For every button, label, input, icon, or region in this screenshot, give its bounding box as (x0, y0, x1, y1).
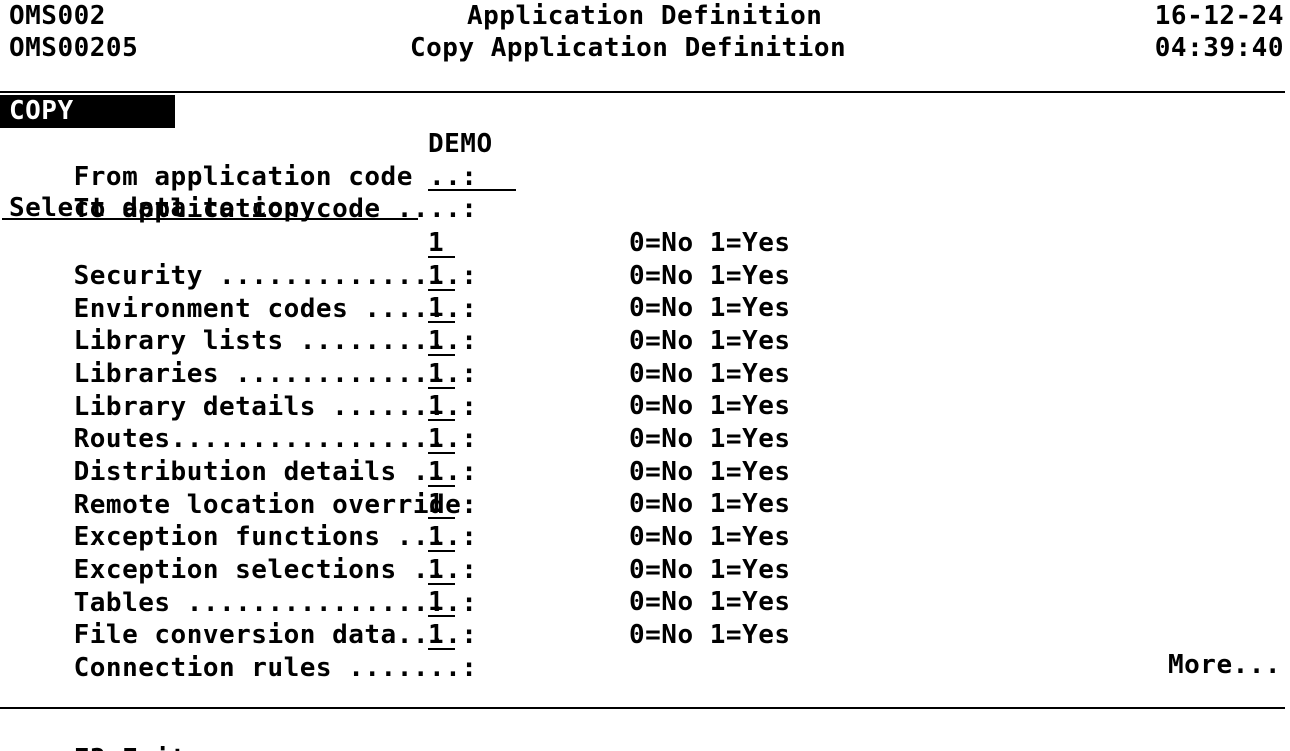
field-row-remote-location-override: Remote location override: 1 0=No 1=Yes (9, 456, 790, 520)
field-row-library-details: Library details ........: 1 0=No 1=Yes (9, 358, 790, 422)
time-display: 04:39:40 (1154, 33, 1284, 63)
separator-line-bottom (0, 707, 1285, 709)
section-heading: Select data to copy (9, 193, 316, 223)
field-value-input[interactable]: 1 (428, 292, 455, 323)
options-legend: 0=No 1=Yes (629, 359, 791, 389)
field-label: Libraries ..............: (73, 359, 478, 389)
field-value-input[interactable]: 1 (428, 521, 455, 552)
field-row-library-lists: Library lists ..........: 1 0=No 1=Yes (9, 292, 790, 356)
field-label: Environment codes ......: (73, 294, 478, 324)
panel-id: OMS00205 (9, 33, 139, 63)
field-value-input[interactable]: 1 (428, 456, 455, 487)
field-value-input[interactable]: 1 (428, 227, 455, 258)
options-legend: 0=No 1=Yes (629, 620, 791, 650)
field-label: Exception functions ....: (73, 522, 478, 552)
field-label: Connection rules .......: (73, 653, 478, 683)
function-key-bar: F3=Exit F5=Refresh F12=Cancel (9, 710, 267, 751)
screen-id: OMS002 (9, 1, 106, 31)
field-value-input[interactable]: 1 (428, 325, 455, 356)
action-field: COPY (0, 95, 175, 128)
field-row-distribution-details: Distribution details ...: 1 0=No 1=Yes (9, 423, 790, 487)
field-value-input[interactable]: 1 (428, 423, 455, 454)
to-application-input[interactable] (428, 160, 516, 191)
field-row-connection-rules: Connection rules .......: 1 0=No 1=Yes (9, 619, 790, 683)
field-row-security: Security ...............: 1 0=No 1=Yes (9, 227, 790, 291)
field-row-file-conversion-data: File conversion data....: 1 0=No 1=Yes (9, 586, 790, 650)
field-value-input[interactable]: 1 (428, 358, 455, 389)
screen-subtitle: Copy Application Definition (410, 33, 847, 63)
options-legend: 0=No 1=Yes (629, 555, 791, 585)
more-indicator: More... (1168, 650, 1282, 680)
field-row-libraries: Libraries ..............: 1 0=No 1=Yes (9, 325, 790, 389)
field-value-input[interactable]: 1 (428, 554, 455, 585)
date-display: 16-12-24 (1154, 1, 1284, 31)
field-value-input[interactable]: 1 (428, 260, 455, 291)
field-label: File conversion data....: (73, 620, 478, 650)
field-row-routes: Routes..................: 1 0=No 1=Yes (9, 390, 790, 454)
options-legend: 0=No 1=Yes (629, 228, 791, 258)
from-application-row: From application code ..: DEMO (9, 128, 493, 192)
field-label: Tables .................: (73, 588, 478, 618)
function-key-f3-exit[interactable]: F3=Exit (74, 744, 187, 751)
options-legend: 0=No 1=Yes (629, 489, 791, 519)
field-label: Routes..................: (73, 424, 478, 454)
field-value-input[interactable]: 1 (428, 390, 455, 421)
field-label: Security ...............: (73, 261, 478, 291)
field-value-input[interactable]: 1 (428, 488, 455, 519)
options-legend: 0=No 1=Yes (629, 261, 791, 291)
field-row-exception-functions: Exception functions ....: 1 0=No 1=Yes (9, 488, 790, 552)
field-label: Library lists ..........: (73, 326, 478, 356)
options-legend: 0=No 1=Yes (629, 391, 791, 421)
field-label: Exception selections ...: (73, 555, 478, 585)
field-value-input[interactable]: 1 (428, 619, 455, 650)
section-heading-underline (2, 218, 418, 220)
field-row-environment-codes: Environment codes ......: 1 0=No 1=Yes (9, 260, 790, 324)
to-application-row: To application code ....: (9, 160, 516, 224)
separator-line-top (0, 91, 1285, 93)
from-application-label: From application code ..: (73, 162, 478, 192)
options-legend: 0=No 1=Yes (629, 326, 791, 356)
field-value-input[interactable]: 1 (428, 586, 455, 617)
field-row-tables: Tables .................: 1 0=No 1=Yes (9, 554, 790, 618)
options-legend: 0=No 1=Yes (629, 293, 791, 323)
options-legend: 0=No 1=Yes (629, 457, 791, 487)
options-legend: 0=No 1=Yes (629, 522, 791, 552)
field-row-exception-selections: Exception selections ...: 1 0=No 1=Yes (9, 521, 790, 585)
options-legend: 0=No 1=Yes (629, 587, 791, 617)
from-application-value: DEMO (428, 129, 493, 159)
screen-title: Application Definition (467, 1, 823, 31)
options-legend: 0=No 1=Yes (629, 424, 791, 454)
field-label: Library details ........: (73, 392, 478, 422)
field-label: Distribution details ...: (73, 457, 478, 487)
field-label: Remote location override: (73, 490, 478, 520)
